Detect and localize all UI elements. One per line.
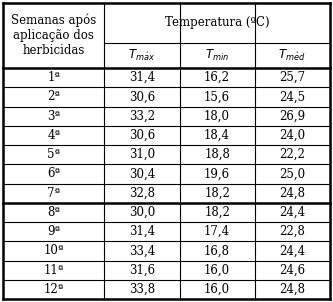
Text: 18,2: 18,2 bbox=[204, 187, 230, 200]
Text: 24,8: 24,8 bbox=[279, 283, 305, 296]
Text: 22,2: 22,2 bbox=[279, 148, 305, 161]
Text: 31,0: 31,0 bbox=[129, 148, 155, 161]
Text: 24,6: 24,6 bbox=[279, 264, 305, 277]
Text: 25,0: 25,0 bbox=[279, 167, 305, 180]
Text: 7ª: 7ª bbox=[47, 187, 60, 200]
Text: 11ª: 11ª bbox=[44, 264, 64, 277]
Text: 9ª: 9ª bbox=[47, 225, 60, 238]
Text: Temperatura (ºC): Temperatura (ºC) bbox=[165, 17, 269, 30]
Text: 24,4: 24,4 bbox=[279, 206, 305, 219]
Text: 18,2: 18,2 bbox=[204, 206, 230, 219]
Text: 5ª: 5ª bbox=[47, 148, 60, 161]
Text: 16,2: 16,2 bbox=[204, 71, 230, 84]
Text: 31,4: 31,4 bbox=[129, 71, 155, 84]
Text: 30,6: 30,6 bbox=[129, 129, 155, 142]
Text: 8ª: 8ª bbox=[48, 206, 60, 219]
Text: 30,4: 30,4 bbox=[129, 167, 155, 180]
Text: 4ª: 4ª bbox=[47, 129, 60, 142]
Text: 30,0: 30,0 bbox=[129, 206, 155, 219]
Text: 16,0: 16,0 bbox=[204, 283, 230, 296]
Text: 32,8: 32,8 bbox=[129, 187, 155, 200]
Text: 22,8: 22,8 bbox=[279, 225, 305, 238]
Text: 3ª: 3ª bbox=[47, 110, 60, 123]
Text: 18,0: 18,0 bbox=[204, 110, 230, 123]
Text: 18,8: 18,8 bbox=[204, 148, 230, 161]
Text: $T_{min}$: $T_{min}$ bbox=[205, 48, 229, 63]
Text: 33,2: 33,2 bbox=[129, 110, 155, 123]
Text: 24,0: 24,0 bbox=[279, 129, 305, 142]
Text: 18,4: 18,4 bbox=[204, 129, 230, 142]
Text: 33,4: 33,4 bbox=[129, 244, 155, 257]
Text: 2ª: 2ª bbox=[48, 91, 60, 104]
Text: 26,9: 26,9 bbox=[279, 110, 305, 123]
Text: 30,6: 30,6 bbox=[129, 91, 155, 104]
Text: Semanas após
aplicação dos
herbicidas: Semanas após aplicação dos herbicidas bbox=[11, 14, 97, 57]
Text: 33,8: 33,8 bbox=[129, 283, 155, 296]
Text: 19,6: 19,6 bbox=[204, 167, 230, 180]
Text: 16,8: 16,8 bbox=[204, 244, 230, 257]
Text: $T_{m\acute{a}x}$: $T_{m\acute{a}x}$ bbox=[129, 48, 156, 63]
Text: 24,4: 24,4 bbox=[279, 244, 305, 257]
Text: 1ª: 1ª bbox=[48, 71, 60, 84]
Text: 31,6: 31,6 bbox=[129, 264, 155, 277]
Text: 12ª: 12ª bbox=[44, 283, 64, 296]
Text: 16,0: 16,0 bbox=[204, 264, 230, 277]
Text: 31,4: 31,4 bbox=[129, 225, 155, 238]
Text: 17,4: 17,4 bbox=[204, 225, 230, 238]
Text: $T_{m\acute{e}d}$: $T_{m\acute{e}d}$ bbox=[278, 48, 306, 63]
Text: 25,7: 25,7 bbox=[279, 71, 305, 84]
Text: 10ª: 10ª bbox=[44, 244, 64, 257]
Text: 24,5: 24,5 bbox=[279, 91, 305, 104]
Text: 6ª: 6ª bbox=[47, 167, 60, 180]
Text: 24,8: 24,8 bbox=[279, 187, 305, 200]
Text: 15,6: 15,6 bbox=[204, 91, 230, 104]
